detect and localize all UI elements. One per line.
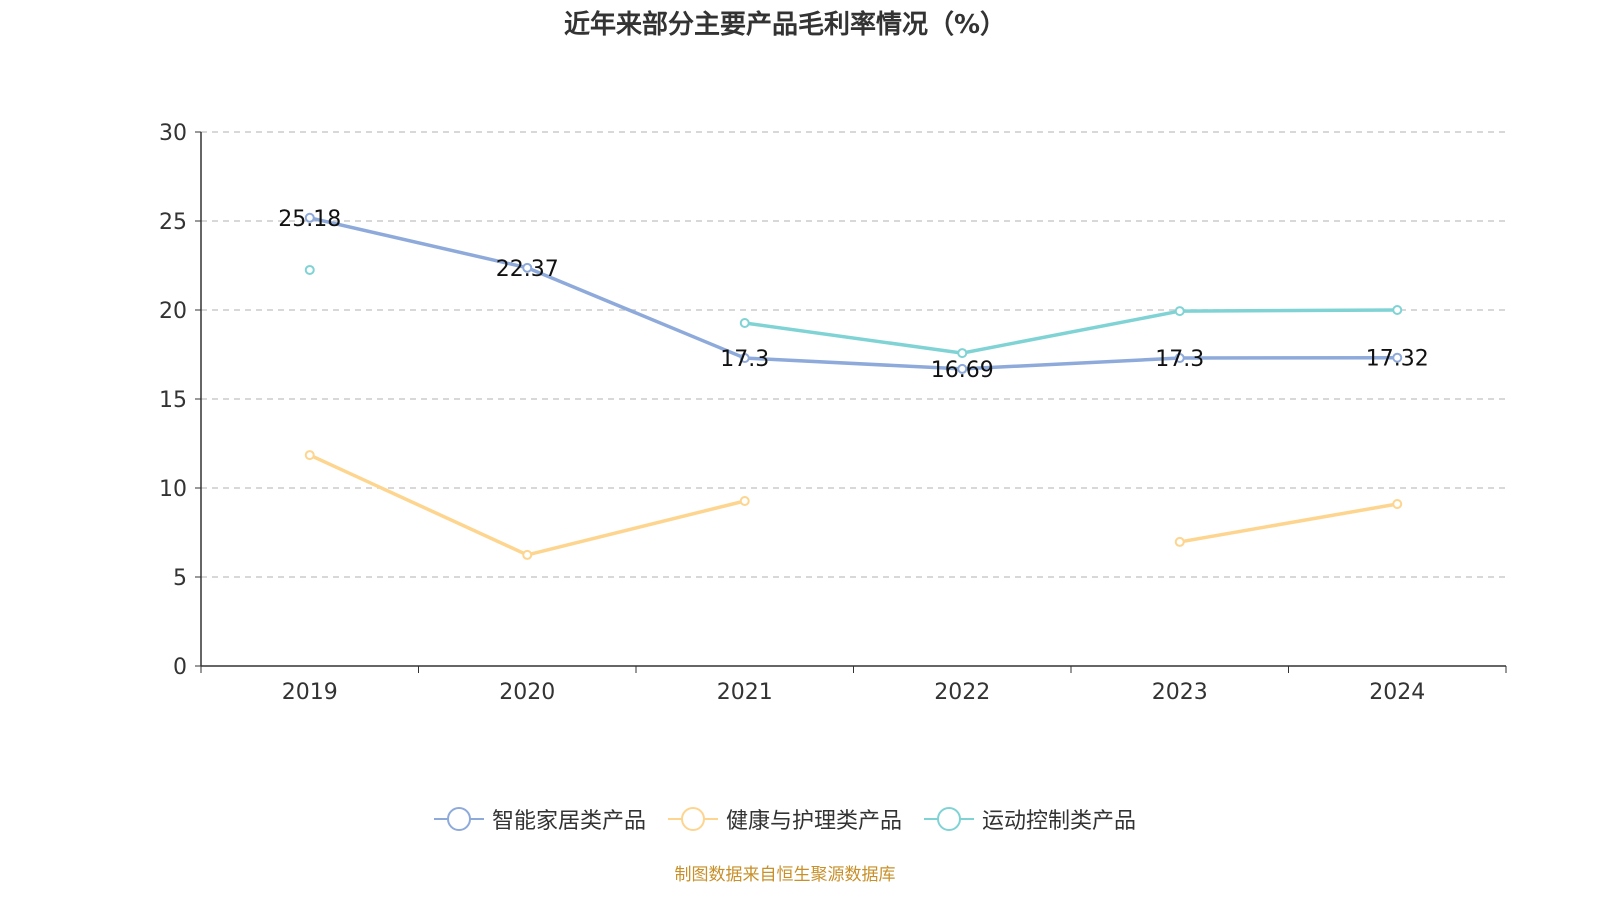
legend-label: 运动控制类产品 <box>982 809 1137 834</box>
x-tick-label: 2022 <box>934 680 990 705</box>
x-tick-label: 2020 <box>499 680 555 705</box>
y-tick-label: 25 <box>159 210 187 235</box>
data-point <box>1174 353 1185 364</box>
series-line <box>1179 502 1398 544</box>
series-line <box>309 453 746 557</box>
data-point <box>522 262 533 273</box>
data-label: 16.69 <box>931 358 994 383</box>
data-point <box>304 264 315 275</box>
line-chart: 0 5 10 15 20 25 30 2019 2020 2021 2022 2023 2024 25.1… <box>159 121 1507 705</box>
legend-item[interactable]: 智能家居类产品 <box>433 803 646 835</box>
data-point <box>739 495 750 506</box>
data-point <box>1392 499 1403 510</box>
data-point <box>1392 305 1403 315</box>
legend-label: 健康与护理类产品 <box>725 809 902 834</box>
data-label: 17.32 <box>1366 347 1429 372</box>
series-line <box>744 308 1398 355</box>
data-label: 25.18 <box>278 207 341 232</box>
y-tick-label: 20 <box>159 299 187 324</box>
legend-marker-icon <box>924 807 974 831</box>
data-point <box>957 363 968 374</box>
legend-label: 智能家居类产品 <box>491 809 646 834</box>
data-point <box>1174 306 1185 317</box>
data-point <box>1392 352 1403 363</box>
data-point <box>739 353 750 364</box>
data-label: 17.3 <box>720 347 769 372</box>
legend: 智能家居类产品 健康与护理类产品 运动控制类产品 <box>0 803 1570 835</box>
data-point <box>304 450 315 461</box>
data-point <box>1174 536 1185 547</box>
legend-marker-icon <box>433 807 484 831</box>
legend-item[interactable]: 健康与护理类产品 <box>667 803 902 835</box>
y-tick-label: 10 <box>159 477 187 502</box>
x-tick-label: 2024 <box>1369 680 1425 705</box>
x-tick-label: 2023 <box>1152 680 1208 705</box>
chart-title: 近年来部分主要产品毛利率情况（%） <box>563 10 1007 40</box>
source-note: 制图数据来自恒生聚源数据库 <box>674 865 896 885</box>
x-tick-label: 2019 <box>282 680 338 705</box>
y-tick-label: 15 <box>159 388 187 413</box>
data-label: 22.37 <box>496 257 559 282</box>
x-tick-label: 2021 <box>717 680 773 705</box>
y-tick-label: 0 <box>173 655 187 680</box>
data-point <box>304 212 315 223</box>
legend-marker-icon <box>667 807 718 831</box>
legend-item[interactable]: 运动控制类产品 <box>924 803 1136 835</box>
y-tick-label: 30 <box>159 121 187 146</box>
data-point <box>957 348 968 359</box>
series-line <box>309 216 1398 371</box>
data-point <box>739 317 750 328</box>
y-tick-label: 5 <box>173 566 187 591</box>
data-label: 17.3 <box>1155 347 1204 372</box>
data-point <box>522 549 533 560</box>
